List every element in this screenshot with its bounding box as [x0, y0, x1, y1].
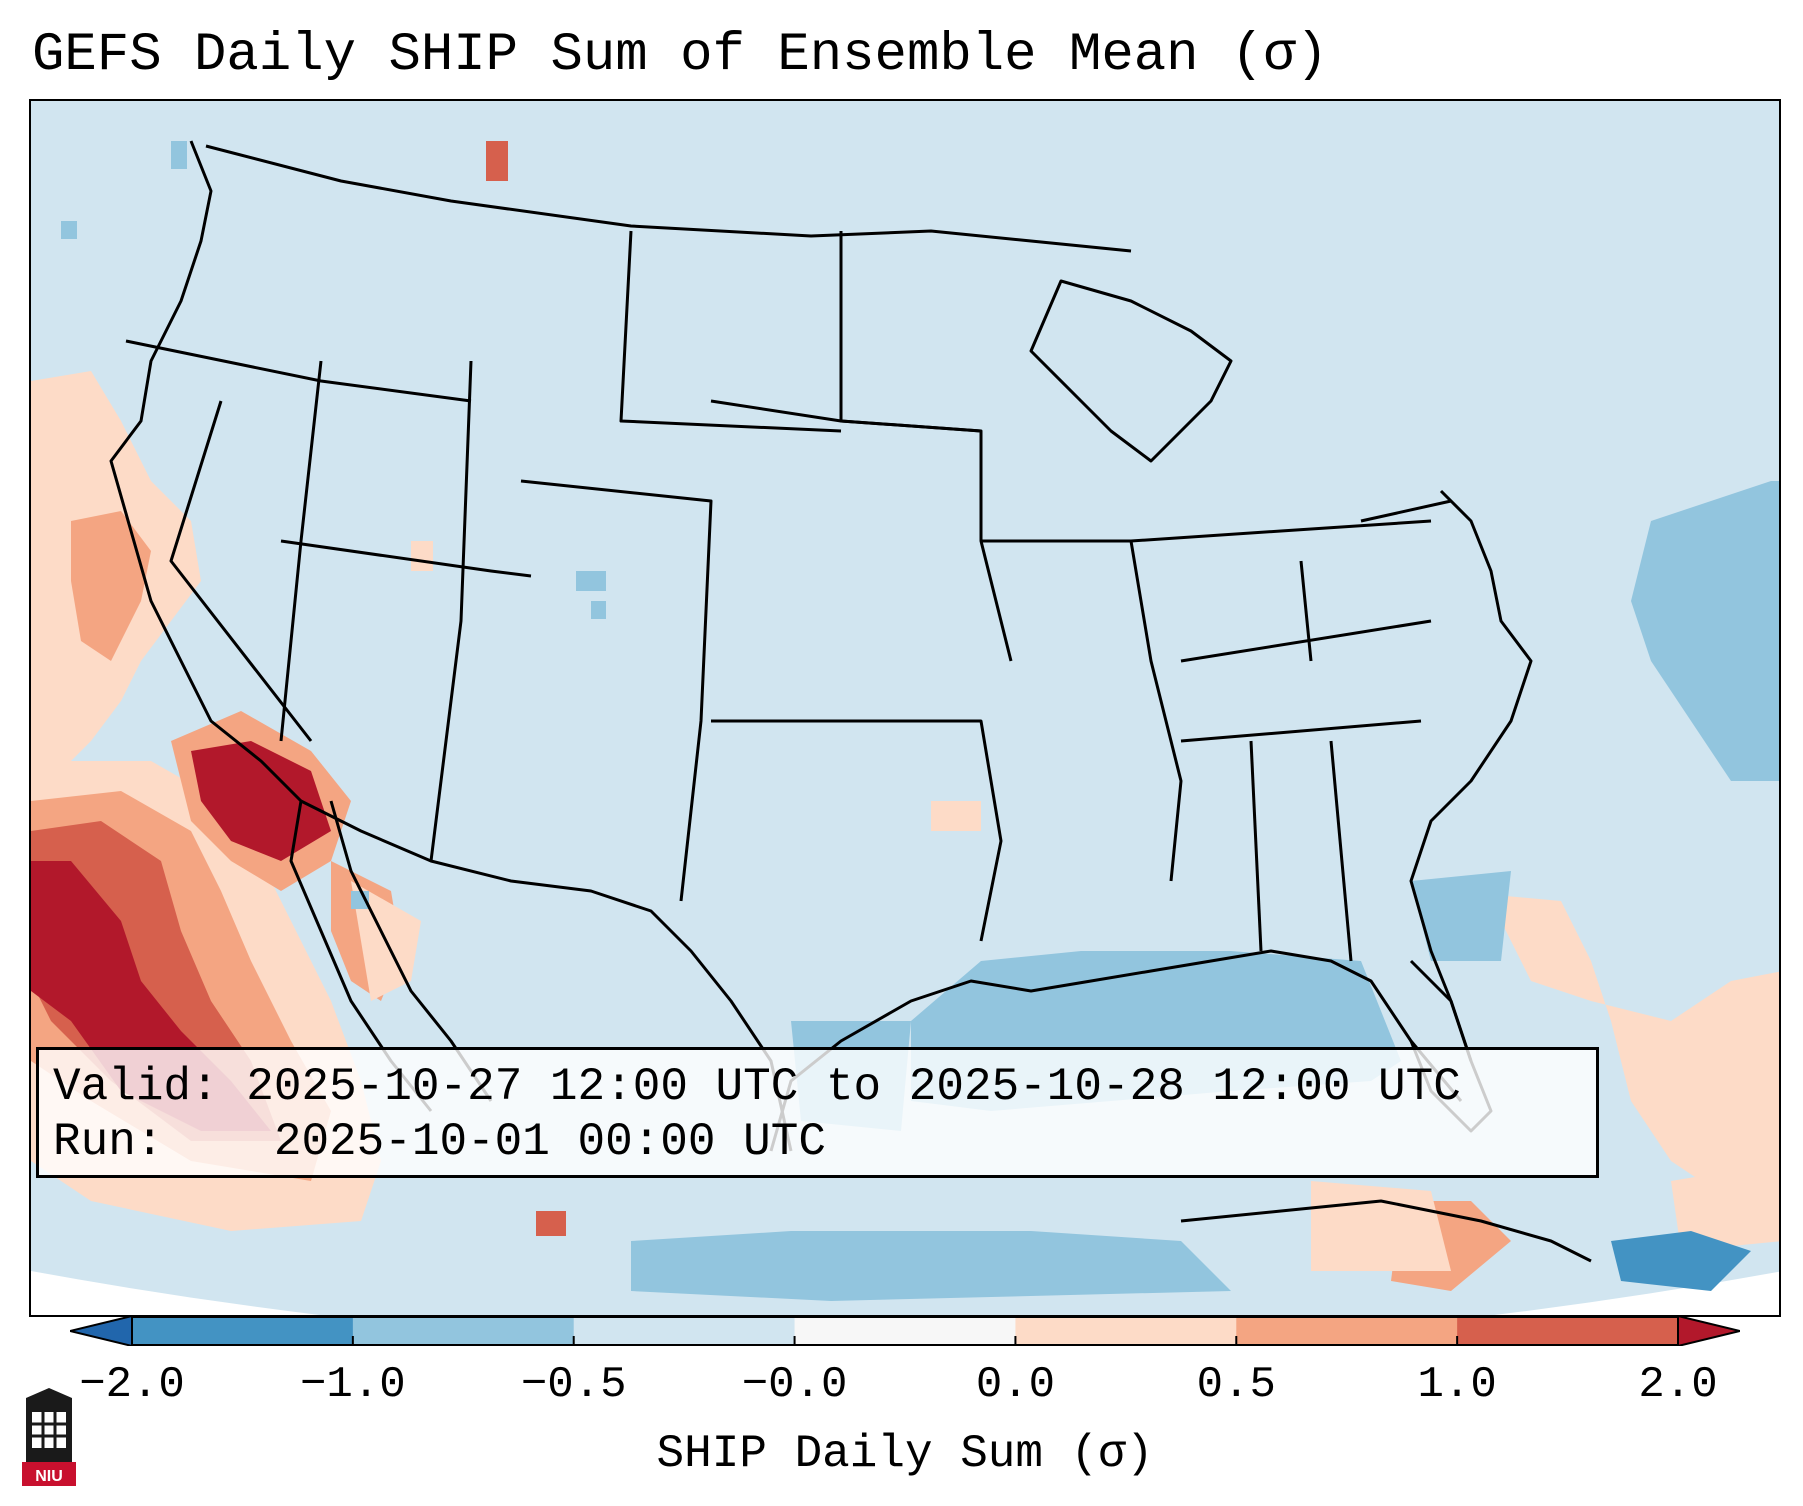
colorbar-tick-label: 1.0	[1417, 1360, 1497, 1410]
boundary-lines	[109, 140, 1592, 1263]
cuba-outline	[1180, 1199, 1592, 1263]
niu-logo-icon: NIU	[22, 1388, 76, 1486]
state-line-ut-az	[280, 539, 532, 578]
colorbar-over-arrow	[1677, 1316, 1740, 1346]
pacific-coastline	[109, 140, 303, 803]
colorbar-label: SHIP Daily Sum (σ)	[656, 1428, 1154, 1480]
valid-run-infobox: Valid: 2025-10-27 12:00 UTC to 2025-10-2…	[36, 1047, 1599, 1178]
colorbar-segment	[794, 1316, 1016, 1346]
run-label: Run:	[53, 1116, 164, 1168]
logo-window-block	[32, 1412, 66, 1448]
valid-value: 2025-10-27 12:00 UTC to 2025-10-28 12:00…	[246, 1061, 1461, 1113]
colorbar-ticks	[131, 1336, 1679, 1346]
state-line-al-ga	[1249, 740, 1263, 952]
state-line-tn-ky	[1180, 619, 1432, 663]
colorbar-segment	[1236, 1316, 1458, 1346]
colorbar-segment	[1015, 1316, 1237, 1346]
mexico-border	[300, 799, 793, 1152]
state-line-dakotas	[839, 231, 982, 433]
atlantic-coastline	[1409, 489, 1533, 1062]
state-line-ia-wi	[1130, 519, 1432, 543]
canada-border	[205, 144, 1132, 253]
map-title: GEFS Daily SHIP Sum of Ensemble Mean (σ)	[32, 25, 1329, 86]
state-line-ok-tx	[711, 719, 1003, 942]
great-lakes-outline	[1029, 279, 1233, 463]
colorbar-tick-label: −0.5	[520, 1360, 627, 1410]
state-line-az-nm-west	[429, 360, 473, 862]
colorbar-tick-label: −2.0	[79, 1360, 185, 1410]
run-value: 2025-10-01 00:00 UTC	[273, 1116, 826, 1168]
colorbar-segments	[132, 1316, 1679, 1346]
state-line-ga-fl	[1329, 740, 1353, 962]
colorbar-segment	[573, 1316, 796, 1346]
colorbar-under-arrow	[70, 1316, 133, 1346]
colorbar-tick-label: 2.0	[1638, 1360, 1718, 1410]
colorbar	[70, 1316, 1740, 1346]
logo-text: NIU	[35, 1468, 63, 1485]
state-line-nevada	[169, 400, 313, 742]
colorbar-tick-label: 0.0	[975, 1360, 1056, 1410]
state-line-oh-in	[1299, 560, 1313, 662]
logo-banner	[22, 1462, 76, 1486]
state-line-nv-ut	[279, 360, 323, 742]
state-line-or-ca	[125, 339, 472, 403]
valid-label: Valid:	[53, 1061, 219, 1113]
state-line-mt-wy	[619, 230, 842, 433]
colorbar-segment	[1457, 1316, 1679, 1346]
colorbar-tick-label: −0.0	[741, 1360, 848, 1410]
colorbar-tick-label: 0.5	[1196, 1360, 1276, 1410]
state-line-tn-al	[1180, 719, 1422, 743]
valid-row: Valid: 2025-10-27 12:00 UTC to 2025-10-2…	[53, 1060, 1582, 1115]
colorbar-segment	[352, 1316, 575, 1346]
state-line-co-nm	[520, 479, 713, 902]
colorbar-segment	[132, 1316, 354, 1346]
colorbar-tick-label: −1.0	[300, 1360, 406, 1410]
projection-edge	[31, 1271, 1779, 1315]
colorbar-frame	[131, 1316, 1679, 1346]
gulf-coastline	[769, 949, 1463, 1152]
state-line-mo-ar	[981, 539, 1183, 882]
logo-window-grid	[32, 1412, 66, 1448]
run-row: Run: 2025-10-01 00:00 UTC	[53, 1115, 1582, 1170]
state-line-pa	[1360, 499, 1452, 523]
